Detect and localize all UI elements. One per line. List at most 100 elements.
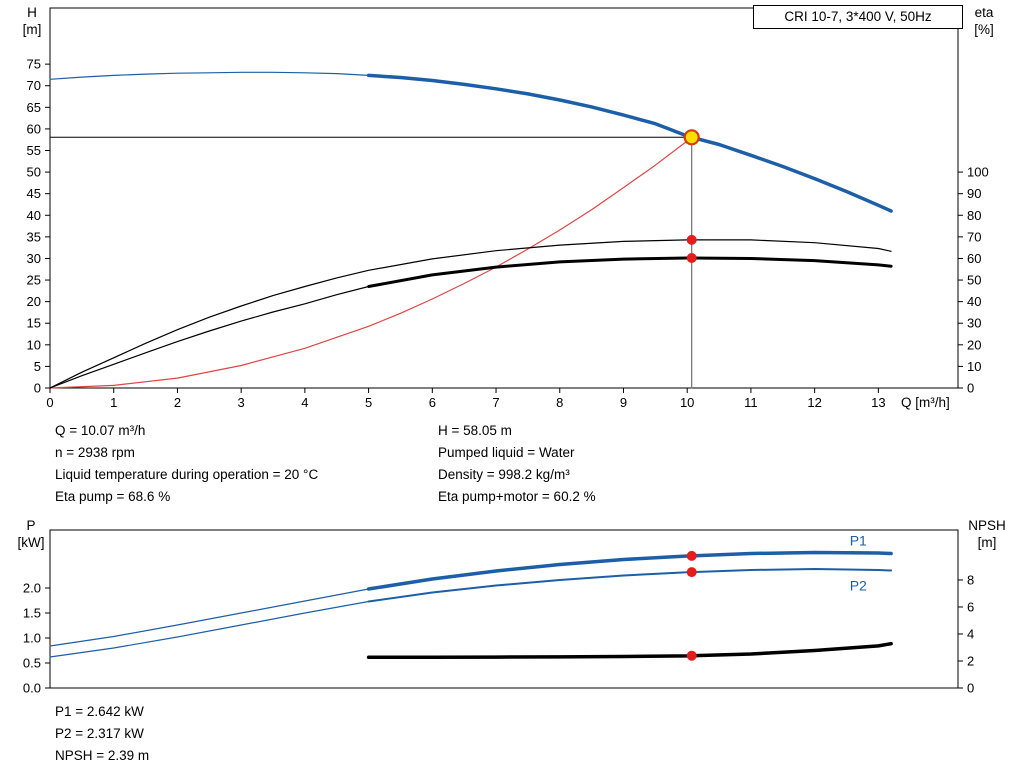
p2-value-text: P2 = 2.317 kW [55, 726, 144, 741]
liquid-temperature-text: Liquid temperature during operation = 20… [55, 467, 319, 482]
y-left-tick-label: 0.5 [23, 656, 41, 671]
head-axis-title: H [m] [12, 4, 52, 38]
eta-pump-text: Eta pump = 68.6 % [55, 489, 171, 504]
x-axis-tick-label: 10 [680, 395, 694, 410]
npsh-curve [366, 641, 893, 659]
p2-curve-label: P2 [850, 578, 867, 594]
y-right-tick-label: 100 [967, 165, 989, 180]
y-left-tick-label: 75 [27, 57, 41, 72]
y-left-tick-label: 1.0 [23, 631, 41, 646]
y-right-tick-label: 10 [967, 359, 981, 374]
power-axis-symbol: P [26, 518, 36, 533]
npsh-axis-title: NPSH [m] [958, 517, 1016, 551]
x-axis-tick-label: 11 [744, 395, 758, 410]
p1-value-text: P1 = 2.642 kW [55, 704, 144, 719]
y-right-tick-label: 20 [967, 337, 981, 352]
power-axis-unit: [kW] [17, 535, 45, 550]
y-right-tick-label: 0 [967, 381, 974, 396]
p1-curve [366, 550, 893, 591]
head-axis-symbol: H [27, 5, 37, 20]
p1-curve-label: P1 [850, 533, 867, 549]
y-right-tick-label: 30 [967, 316, 981, 331]
y-left-tick-label: 5 [34, 359, 41, 374]
p2-curve-lowflow [49, 600, 370, 658]
x-axis-tick-label: 13 [871, 395, 885, 410]
duty-point-marker [683, 129, 700, 146]
x-axis-tick-label: 3 [238, 395, 245, 410]
y-left-tick-label: 25 [27, 273, 41, 288]
y-right-tick-label: 2 [967, 653, 974, 668]
pumped-liquid-text: Pumped liquid = Water [438, 445, 575, 460]
y-left-tick-label: 10 [27, 337, 41, 352]
plot-frame [49, 529, 959, 689]
flow-axis-title: Q [m³/h] [901, 395, 950, 410]
qh-curve-lowflow [49, 71, 370, 80]
eta-pump-duty-dot [686, 234, 697, 245]
eta-motor-curve [367, 256, 893, 288]
y-right-tick-label: 4 [967, 626, 974, 641]
y-left-tick-label: 70 [27, 78, 41, 93]
x-axis-tick-label: 9 [620, 395, 627, 410]
y-left-tick-label: 15 [27, 316, 41, 331]
p2-curve [367, 568, 893, 603]
y-right-tick-label: 8 [967, 572, 974, 587]
eta-axis-title: eta [%] [960, 4, 1008, 38]
duty-info-left-column: Q = 10.07 m³/h n = 2938 rpm Liquid tempe… [55, 420, 318, 508]
y-left-tick-label: 20 [27, 294, 41, 309]
eta-pump-curve [49, 239, 892, 389]
pump-model-title-box: CRI 10-7, 3*400 V, 50Hz [753, 5, 963, 29]
y-left-tick-label: 65 [27, 100, 41, 115]
qh-curve [366, 73, 893, 213]
p1-curve-lowflow [49, 588, 370, 647]
y-left-tick-label: 35 [27, 229, 41, 244]
x-axis-tick-label: 2 [174, 395, 181, 410]
x-axis-tick-label: 0 [46, 395, 53, 410]
head-axis-unit: [m] [22, 22, 42, 37]
eta-motor-curve-lowflow [49, 285, 370, 389]
x-axis-tick-label: 8 [556, 395, 563, 410]
y-right-tick-label: 60 [967, 251, 981, 266]
y-right-tick-label: 80 [967, 208, 981, 223]
y-left-tick-label: 40 [27, 208, 41, 223]
npsh-axis-unit: [m] [977, 535, 997, 550]
y-right-tick-label: 40 [967, 294, 981, 309]
speed-value-text: n = 2938 rpm [55, 445, 135, 460]
y-right-tick-label: 0 [967, 681, 974, 696]
eta-pump-motor-text: Eta pump+motor = 60.2 % [438, 489, 596, 504]
npsh-axis-symbol: NPSH [968, 518, 1006, 533]
power-axis-title: P [kW] [8, 517, 54, 551]
flow-value-text: Q = 10.07 m³/h [55, 423, 146, 438]
plot-frame [49, 7, 959, 389]
y-right-tick-label: 70 [967, 229, 981, 244]
y-left-tick-label: 2.0 [23, 581, 41, 596]
y-left-tick-label: 45 [27, 186, 41, 201]
y-left-tick-label: 30 [27, 251, 41, 266]
eta-motor-duty-dot [686, 253, 697, 263]
x-axis-tick-label: 5 [365, 395, 372, 410]
p1-duty-dot [686, 550, 697, 561]
x-axis-tick-label: 4 [301, 395, 308, 410]
system-curve [49, 136, 693, 389]
density-value-text: Density = 998.2 kg/m³ [438, 467, 570, 482]
head-value-text: H = 58.05 m [438, 423, 512, 438]
eta-axis-symbol: eta [974, 5, 994, 20]
eta-axis-unit: [%] [974, 22, 994, 37]
x-axis-tick-label: 1 [110, 395, 117, 410]
y-right-tick-label: 6 [967, 599, 974, 614]
y-right-tick-label: 50 [967, 273, 981, 288]
x-axis-tick-label: 6 [429, 395, 436, 410]
x-axis-tick-label: 12 [807, 395, 821, 410]
y-left-tick-label: 50 [27, 165, 41, 180]
duty-info-right-column: H = 58.05 m Pumped liquid = Water Densit… [438, 420, 596, 508]
p2-duty-dot [686, 567, 697, 578]
y-left-tick-label: 60 [27, 121, 41, 136]
y-left-tick-label: 0.0 [23, 681, 41, 696]
x-axis-tick-label: 7 [492, 395, 499, 410]
y-left-tick-label: 0 [34, 381, 41, 396]
y-right-tick-label: 90 [967, 186, 981, 201]
npsh-duty-dot [686, 650, 697, 661]
y-left-tick-label: 1.5 [23, 606, 41, 621]
power-info-column: P1 = 2.642 kW P2 = 2.317 kW NPSH = 2.39 … [55, 701, 149, 767]
